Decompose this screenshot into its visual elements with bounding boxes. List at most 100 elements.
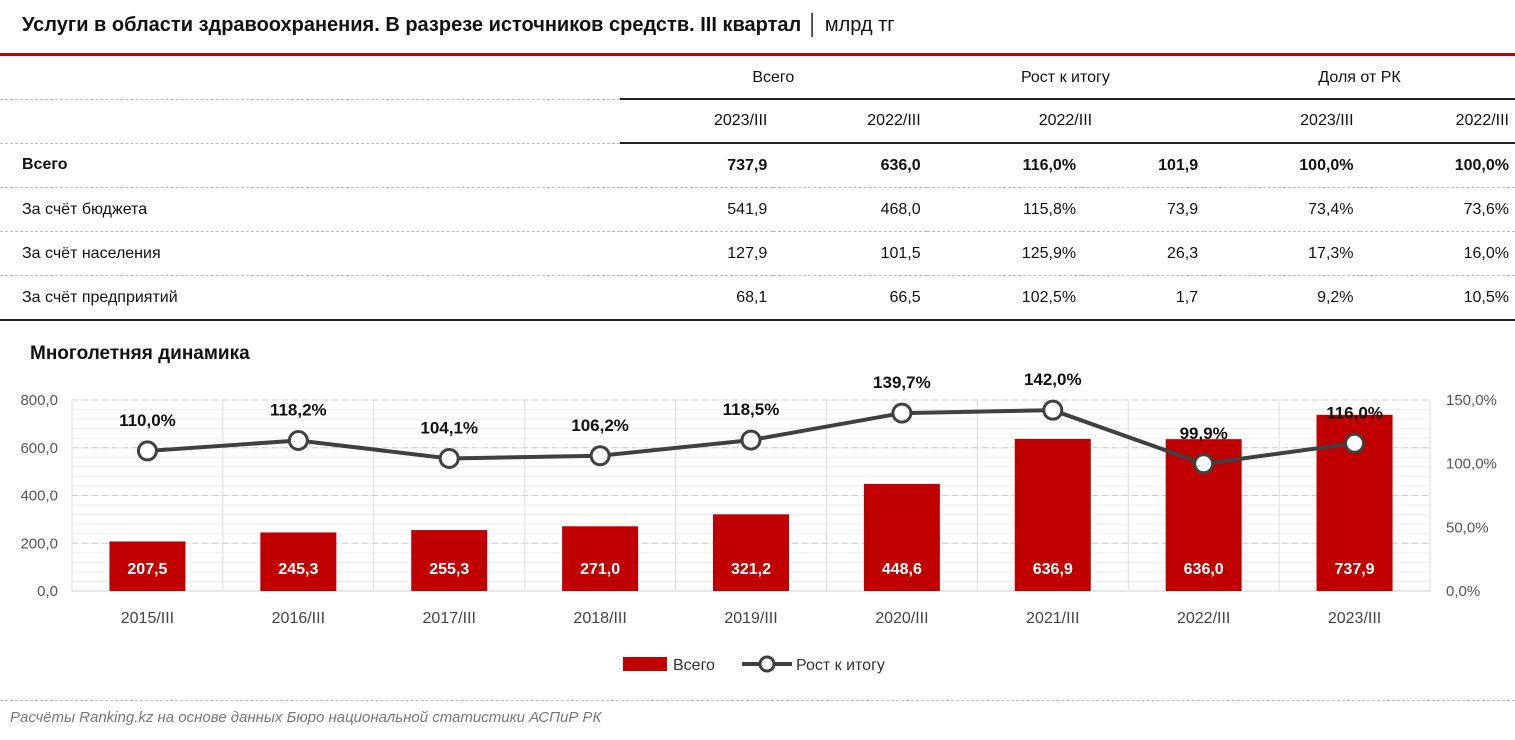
x-tick-label: 2022/III [1177, 610, 1230, 627]
subheader: 2023/III [620, 99, 774, 144]
bar-value-label: 207,5 [127, 561, 167, 578]
cell: 116,0% [926, 143, 1083, 188]
bar-value-label: 636,0 [1184, 561, 1224, 578]
cell: 115,8% [926, 187, 1083, 232]
x-tick-label: 2019/III [724, 610, 777, 627]
cell: 68,1 [620, 275, 774, 321]
cell: 737,9 [620, 143, 774, 188]
unit-label: │ млрд тг [806, 14, 895, 36]
table-group-header: Всего Рост к итогу Доля от РК [0, 58, 1515, 100]
growth-label: 110,0% [119, 411, 176, 430]
source-note: Расчёты Ranking.kz на основе данных Бюро… [10, 709, 602, 726]
growth-point [287, 429, 309, 451]
y-left-tick-label: 200,0 [20, 535, 58, 552]
cell: 66,5 [773, 275, 927, 321]
cell: 101,5 [773, 231, 927, 276]
bar [1014, 438, 1091, 591]
growth-point [1344, 432, 1366, 454]
bar [562, 526, 639, 591]
growth-point [438, 447, 460, 469]
x-tick-label: 2015/III [121, 610, 174, 627]
growth-label: 99,9% [1180, 424, 1228, 443]
legend-bar-swatch [623, 657, 667, 671]
cell: 26,3 [1082, 231, 1205, 276]
combo-chart: 0,0 200,0 400,0 600,0 800,0 0,0% 50,0% 100,0% 15… [20, 370, 1497, 674]
y-right-tick-label: 0,0% [1446, 583, 1480, 600]
cell: 100,0% [1359, 143, 1515, 188]
y-left-tick-label: 0,0 [37, 583, 58, 600]
group-total: Всего [620, 58, 927, 100]
group-growth: Рост к итогу [926, 58, 1205, 100]
y-left-tick-label: 400,0 [20, 488, 58, 505]
bar [109, 541, 186, 591]
cell: 636,0 [773, 143, 927, 188]
subheader: 2023/III [1204, 99, 1360, 144]
subheader: 2022/III [1359, 99, 1515, 144]
table-row: За счёт бюджета 541,9 468,0 115,8% 73,9 73,4… [0, 187, 1515, 232]
table-row: За счёт населения 127,9 101,5 125,9% 26,3 17… [0, 231, 1515, 276]
y-right-tick-label: 150,0% [1446, 392, 1497, 409]
bar-value-label: 636,9 [1033, 561, 1073, 578]
bar-value-label: 448,6 [882, 561, 922, 578]
title-text: Услуги в области здравоохранения. В разр… [22, 14, 802, 36]
y-right-tick-label: 100,0% [1446, 456, 1497, 473]
cell: 102,5% [926, 275, 1083, 321]
bar-value-label: 255,3 [429, 561, 469, 578]
legend-line-marker [758, 655, 776, 673]
bar [713, 514, 789, 591]
y-left-tick-label: 600,0 [20, 440, 58, 457]
cell: 468,0 [773, 187, 927, 232]
cell: 17,3% [1204, 231, 1360, 276]
table-row: Всего 737,9 636,0 116,0% 101,9 100,0% 100,0% [0, 143, 1515, 188]
chart-title: Многолетняя динамика [30, 343, 250, 364]
x-tick-label: 2021/III [1026, 610, 1079, 627]
footer-divider [0, 700, 1515, 701]
cell: 73,4% [1204, 187, 1360, 232]
x-tick-label: 2023/III [1328, 610, 1381, 627]
cell: 16,0% [1359, 231, 1515, 276]
bar-value-label: 737,9 [1335, 561, 1375, 578]
growth-point [136, 440, 158, 462]
sources-table: Всего Рост к итогу Доля от РК 2023/III 2… [0, 58, 1515, 321]
growth-label: 118,5% [723, 400, 780, 419]
growth-point [740, 429, 762, 451]
subheader: 2022/III [773, 99, 927, 144]
x-tick-label: 2016/III [272, 610, 325, 627]
cell: 101,9 [1082, 143, 1205, 188]
growth-label: 104,1% [420, 418, 478, 437]
legend-bar-label: Всего [673, 657, 715, 674]
row-label: За счёт бюджета [0, 187, 620, 232]
legend-line-label: Рост к итогу [796, 657, 885, 674]
cell: 125,9% [926, 231, 1083, 276]
y-left-tick-label: 800,0 [20, 392, 58, 409]
x-tick-label: 2017/III [423, 610, 476, 627]
bar [411, 530, 488, 591]
growth-label: 118,2% [270, 400, 327, 419]
row-label: За счёт населения [0, 231, 620, 276]
y-right-tick-label: 50,0% [1446, 519, 1489, 536]
cell: 541,9 [620, 187, 774, 232]
cell: 73,9 [1082, 187, 1205, 232]
bar [260, 532, 337, 591]
table-sub-header: 2023/III 2022/III 2022/III 2023/III 2022… [0, 99, 1515, 144]
growth-point [589, 445, 611, 467]
cell: 9,2% [1204, 275, 1360, 321]
growth-point [1193, 453, 1215, 475]
bar-value-label: 245,3 [278, 561, 318, 578]
bar-value-label: 271,0 [580, 561, 620, 578]
growth-point [1042, 399, 1064, 421]
bar-value-label: 321,2 [731, 561, 771, 578]
cell: 73,6% [1359, 187, 1515, 232]
growth-label: 116,0% [1326, 403, 1383, 422]
cell: 10,5% [1359, 275, 1515, 321]
growth-label: 142,0% [1024, 370, 1082, 389]
page-title: Услуги в области здравоохранения. В разр… [22, 14, 895, 37]
growth-label: 139,7% [873, 373, 931, 392]
cell: 100,0% [1204, 143, 1360, 188]
group-share: Доля от РК [1204, 58, 1515, 100]
cell: 1,7 [1082, 275, 1205, 321]
subheader: 2022/III [926, 99, 1205, 144]
row-label: Всего [0, 143, 620, 188]
table-row: За счёт предприятий 68,1 66,5 102,5% 1,7 9,2… [0, 275, 1515, 321]
